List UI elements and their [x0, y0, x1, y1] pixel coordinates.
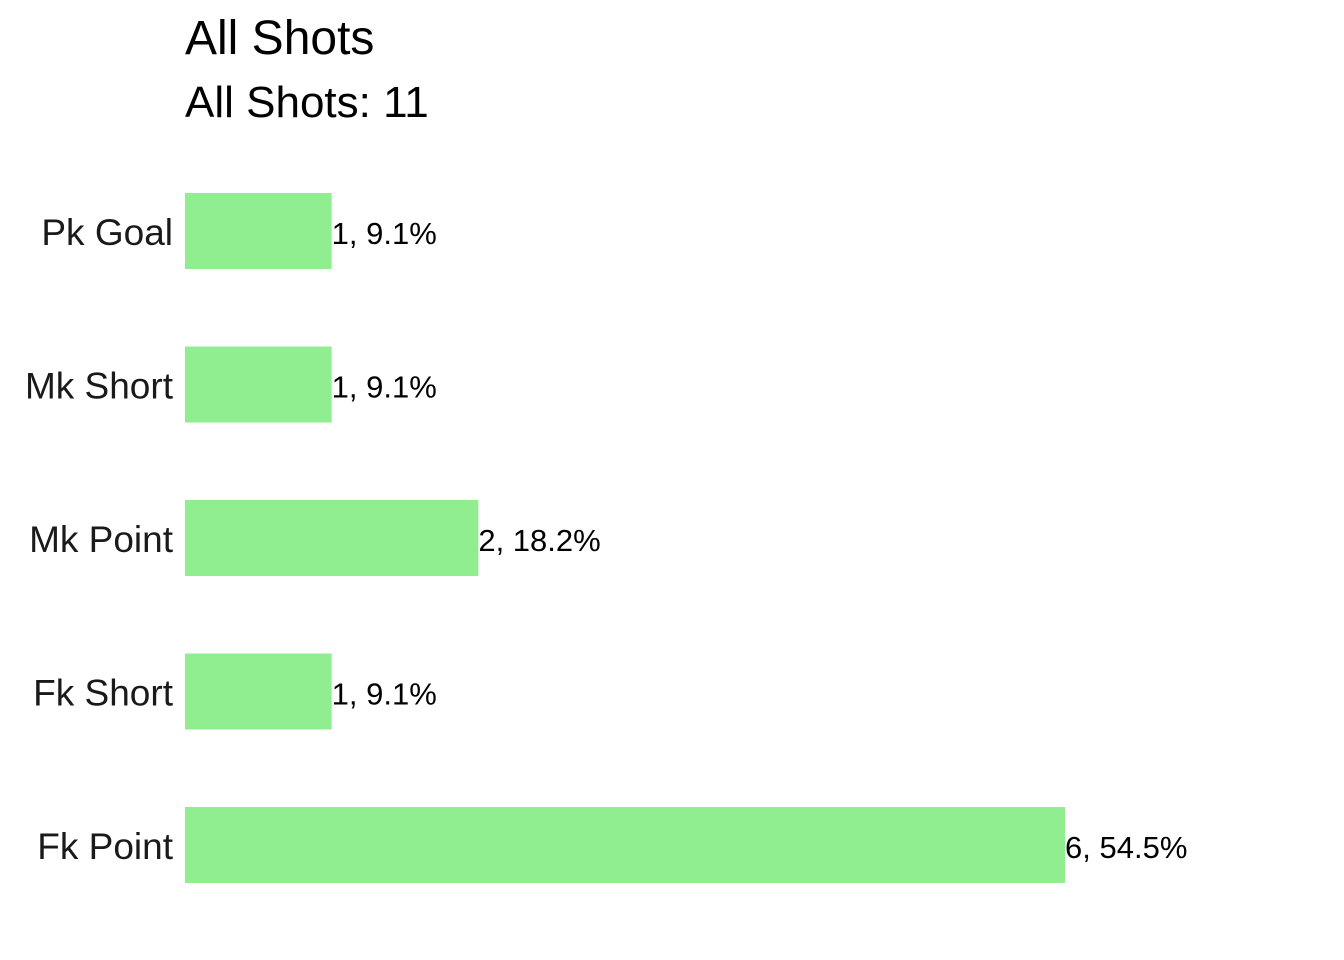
data-label: 1, 9.1% [332, 370, 437, 405]
chart-subtitle: All Shots: 11 [185, 78, 429, 127]
plot-area: Pk Goal 1, 9.1% Mk Short 1, 9.1% Mk Point 2, … [25, 193, 1187, 883]
bar-mk-short [185, 346, 332, 423]
bar-fk-short [185, 653, 332, 730]
bar-mk-point [185, 500, 479, 576]
category-label: Mk Short [25, 366, 174, 407]
category-label: Fk Short [33, 673, 174, 714]
data-label: 1, 9.1% [332, 677, 437, 712]
category-label: Fk Point [37, 826, 173, 867]
chart-title: All Shots [185, 12, 374, 65]
category-label: Mk Point [29, 519, 174, 560]
bar-fk-point [185, 807, 1066, 883]
data-label: 2, 18.2% [478, 523, 600, 558]
data-label: 6, 54.5% [1065, 830, 1187, 865]
bar-pk-goal [185, 193, 332, 269]
data-label: 1, 9.1% [332, 216, 437, 251]
category-label: Pk Goal [41, 212, 173, 253]
